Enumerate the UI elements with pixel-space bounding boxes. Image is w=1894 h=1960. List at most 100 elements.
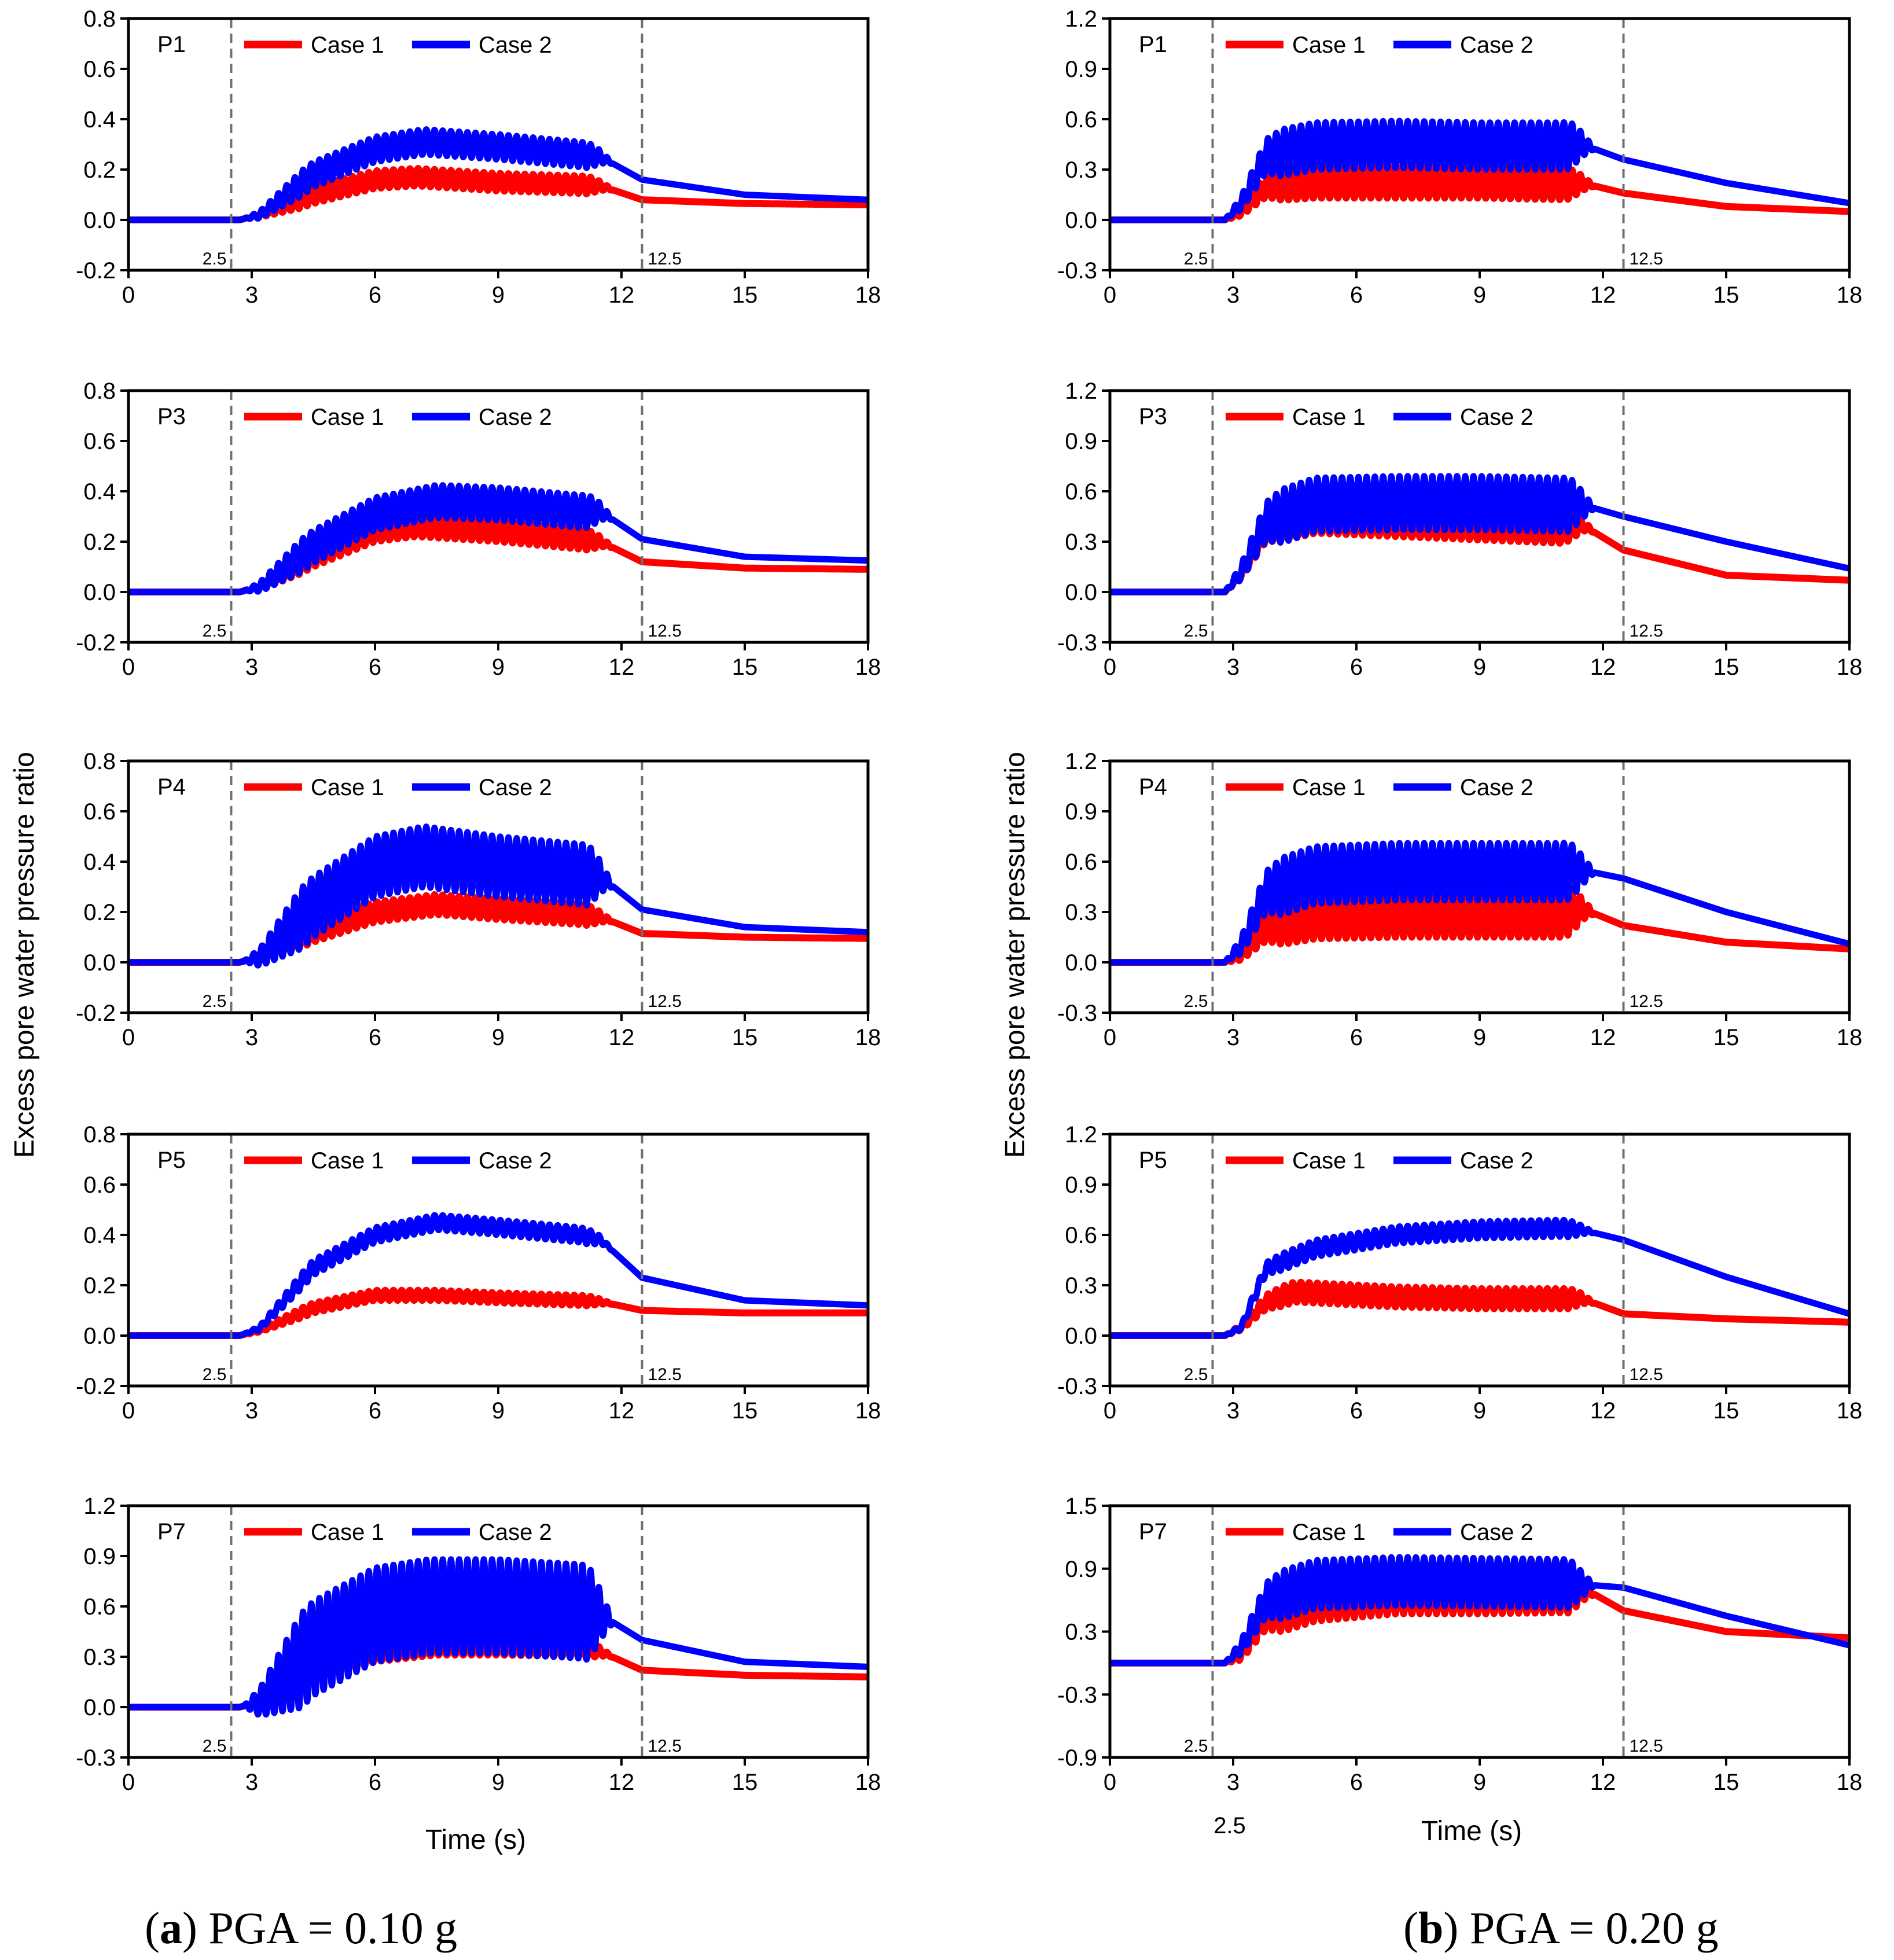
x-tick-label: 12 xyxy=(609,1770,635,1795)
x-tick-label: 0 xyxy=(1104,654,1116,680)
y-tick-label: 0.3 xyxy=(1065,1620,1097,1645)
y-tick-label: 0.8 xyxy=(83,6,116,32)
y-tick-label: 0.0 xyxy=(83,950,116,976)
x-tick-label: 3 xyxy=(245,1770,258,1795)
x-tick-label: 6 xyxy=(1350,1025,1363,1050)
y-tick-label: 0.0 xyxy=(1065,580,1097,605)
y-axis-title-a: Excess pore water pressure ratio xyxy=(9,752,40,1158)
y-tick-label: 0.2 xyxy=(83,900,116,925)
series-case-2 xyxy=(128,1212,868,1339)
panel-label: P5 xyxy=(1139,1148,1167,1173)
legend-label-case-2: Case 2 xyxy=(479,32,552,58)
panel-a-p1: 2.5 12.5 -0.2 0.0 0.2 0.4 0.6 0.8 0 3 6 9 12 15 18 P1 Ca… xyxy=(76,6,881,308)
x-tick-label: 6 xyxy=(1350,1770,1363,1795)
y-tick-label: 0.8 xyxy=(83,749,116,774)
y-tick-label: -0.2 xyxy=(76,1001,116,1026)
x-tick-label: 15 xyxy=(1713,1770,1739,1795)
y-tick-label: 0.8 xyxy=(83,1122,116,1148)
y-tick-label: 0.4 xyxy=(83,479,116,505)
x-tick-label: 0 xyxy=(1104,1025,1116,1050)
y-tick-label: 0.0 xyxy=(1065,950,1097,976)
panels: 2.5 12.5 -0.2 0.0 0.2 0.4 0.6 0.8 0 3 6 9 12 15 18 P1 Ca… xyxy=(76,6,1862,1795)
x-tick-label: 9 xyxy=(1473,282,1486,308)
x-tick-label: 18 xyxy=(1837,654,1863,680)
x-tick-label: 12 xyxy=(1590,654,1616,680)
marker-label-2.5: 2.5 xyxy=(203,1737,227,1756)
x-tick-label: 9 xyxy=(492,1025,505,1050)
marker-label-2.5: 2.5 xyxy=(1184,1365,1208,1384)
marker-label-12.5: 12.5 xyxy=(1630,1737,1663,1756)
marker-label-2.5: 2.5 xyxy=(203,992,227,1011)
stray-label: 2.5 xyxy=(1213,1813,1246,1838)
panel-label: P3 xyxy=(157,404,186,429)
legend-label-case-1: Case 1 xyxy=(311,32,384,58)
caption-b-letter: b xyxy=(1418,1903,1443,1953)
x-tick-label: 3 xyxy=(1227,1025,1240,1050)
y-tick-label: 0.9 xyxy=(83,1544,116,1569)
legend-label-case-2: Case 2 xyxy=(479,1520,552,1545)
y-tick-label: 0.6 xyxy=(83,1172,116,1198)
x-tick-label: 18 xyxy=(855,1770,881,1795)
series-case-1 xyxy=(1110,1278,1849,1339)
x-tick-label: 18 xyxy=(1837,282,1863,308)
series-case-2 xyxy=(128,823,868,969)
panel-a-p5: 2.5 12.5 -0.2 0.0 0.2 0.4 0.6 0.8 0 3 6 9 12 15 18 P5 Ca… xyxy=(76,1122,881,1424)
marker-label-12.5: 12.5 xyxy=(1630,992,1663,1011)
x-tick-label: 3 xyxy=(245,654,258,680)
x-tick-label: 18 xyxy=(1837,1025,1863,1050)
x-tick-label: 0 xyxy=(1104,282,1116,308)
caption-a: (a) PGA = 0.10 g xyxy=(145,1903,457,1953)
series-case-2 xyxy=(128,126,868,223)
x-tick-label: 12 xyxy=(1590,282,1616,308)
series-case-1 xyxy=(128,1286,868,1339)
x-axis-title-a: Time (s) xyxy=(425,1825,526,1855)
legend-label-case-2: Case 2 xyxy=(1460,1520,1533,1545)
y-tick-label: 0.3 xyxy=(1065,1273,1097,1299)
x-tick-label: 6 xyxy=(1350,654,1363,680)
series-case-2 xyxy=(1110,840,1849,966)
x-tick-label: 3 xyxy=(245,282,258,308)
y-tick-label: 0.0 xyxy=(83,208,116,233)
x-tick-label: 0 xyxy=(122,1398,135,1424)
x-tick-label: 6 xyxy=(1350,282,1363,308)
marker-label-12.5: 12.5 xyxy=(648,249,682,269)
x-tick-label: 0 xyxy=(1104,1398,1116,1424)
x-tick-label: 0 xyxy=(122,1025,135,1050)
y-tick-label: 1.2 xyxy=(1065,749,1097,774)
x-tick-label: 0 xyxy=(122,654,135,680)
y-tick-label: 0.2 xyxy=(83,529,116,555)
x-tick-label: 18 xyxy=(855,1398,881,1424)
panel-label: P4 xyxy=(157,774,186,800)
x-tick-label: 18 xyxy=(855,1025,881,1050)
x-tick-label: 0 xyxy=(122,1770,135,1795)
panel-a-p7: 2.5 12.5 -0.3 0.0 0.3 0.6 0.9 1.2 0 3 6 9 12 15 18 P7 Ca… xyxy=(76,1494,881,1795)
legend-label-case-1: Case 1 xyxy=(1292,1148,1366,1174)
legend-label-case-1: Case 1 xyxy=(311,775,384,800)
legend-label-case-2: Case 2 xyxy=(479,775,552,800)
panel-label: P1 xyxy=(157,32,186,57)
legend-label-case-2: Case 2 xyxy=(1460,404,1533,430)
panel-label: P7 xyxy=(1139,1519,1167,1545)
x-tick-label: 12 xyxy=(1590,1025,1616,1050)
x-tick-label: 18 xyxy=(1837,1398,1863,1424)
series-case-2 xyxy=(1110,473,1849,595)
y-tick-label: 0.6 xyxy=(83,799,116,825)
x-tick-label: 0 xyxy=(1104,1770,1116,1795)
y-tick-label: -0.3 xyxy=(1057,1374,1097,1399)
caption-a-text: ) PGA = 0.10 g xyxy=(182,1903,457,1953)
marker-label-2.5: 2.5 xyxy=(1184,992,1208,1011)
x-tick-label: 3 xyxy=(245,1398,258,1424)
x-tick-label: 15 xyxy=(732,1770,758,1795)
y-tick-label: 0.9 xyxy=(1065,57,1097,82)
x-tick-label: 9 xyxy=(492,1770,505,1795)
panel-a-p3: 2.5 12.5 -0.2 0.0 0.2 0.4 0.6 0.8 0 3 6 9 12 15 18 P3 Ca… xyxy=(76,378,881,680)
x-tick-label: 9 xyxy=(492,1398,505,1424)
y-tick-label: 0.0 xyxy=(1065,1323,1097,1349)
marker-label-12.5: 12.5 xyxy=(648,622,682,641)
y-tick-label: -0.2 xyxy=(76,630,116,656)
caption-b: (b) PGA = 0.20 g xyxy=(1403,1903,1719,1953)
y-tick-label: -0.3 xyxy=(1057,1682,1097,1708)
y-tick-label: -0.3 xyxy=(1057,630,1097,656)
x-tick-label: 15 xyxy=(732,282,758,308)
